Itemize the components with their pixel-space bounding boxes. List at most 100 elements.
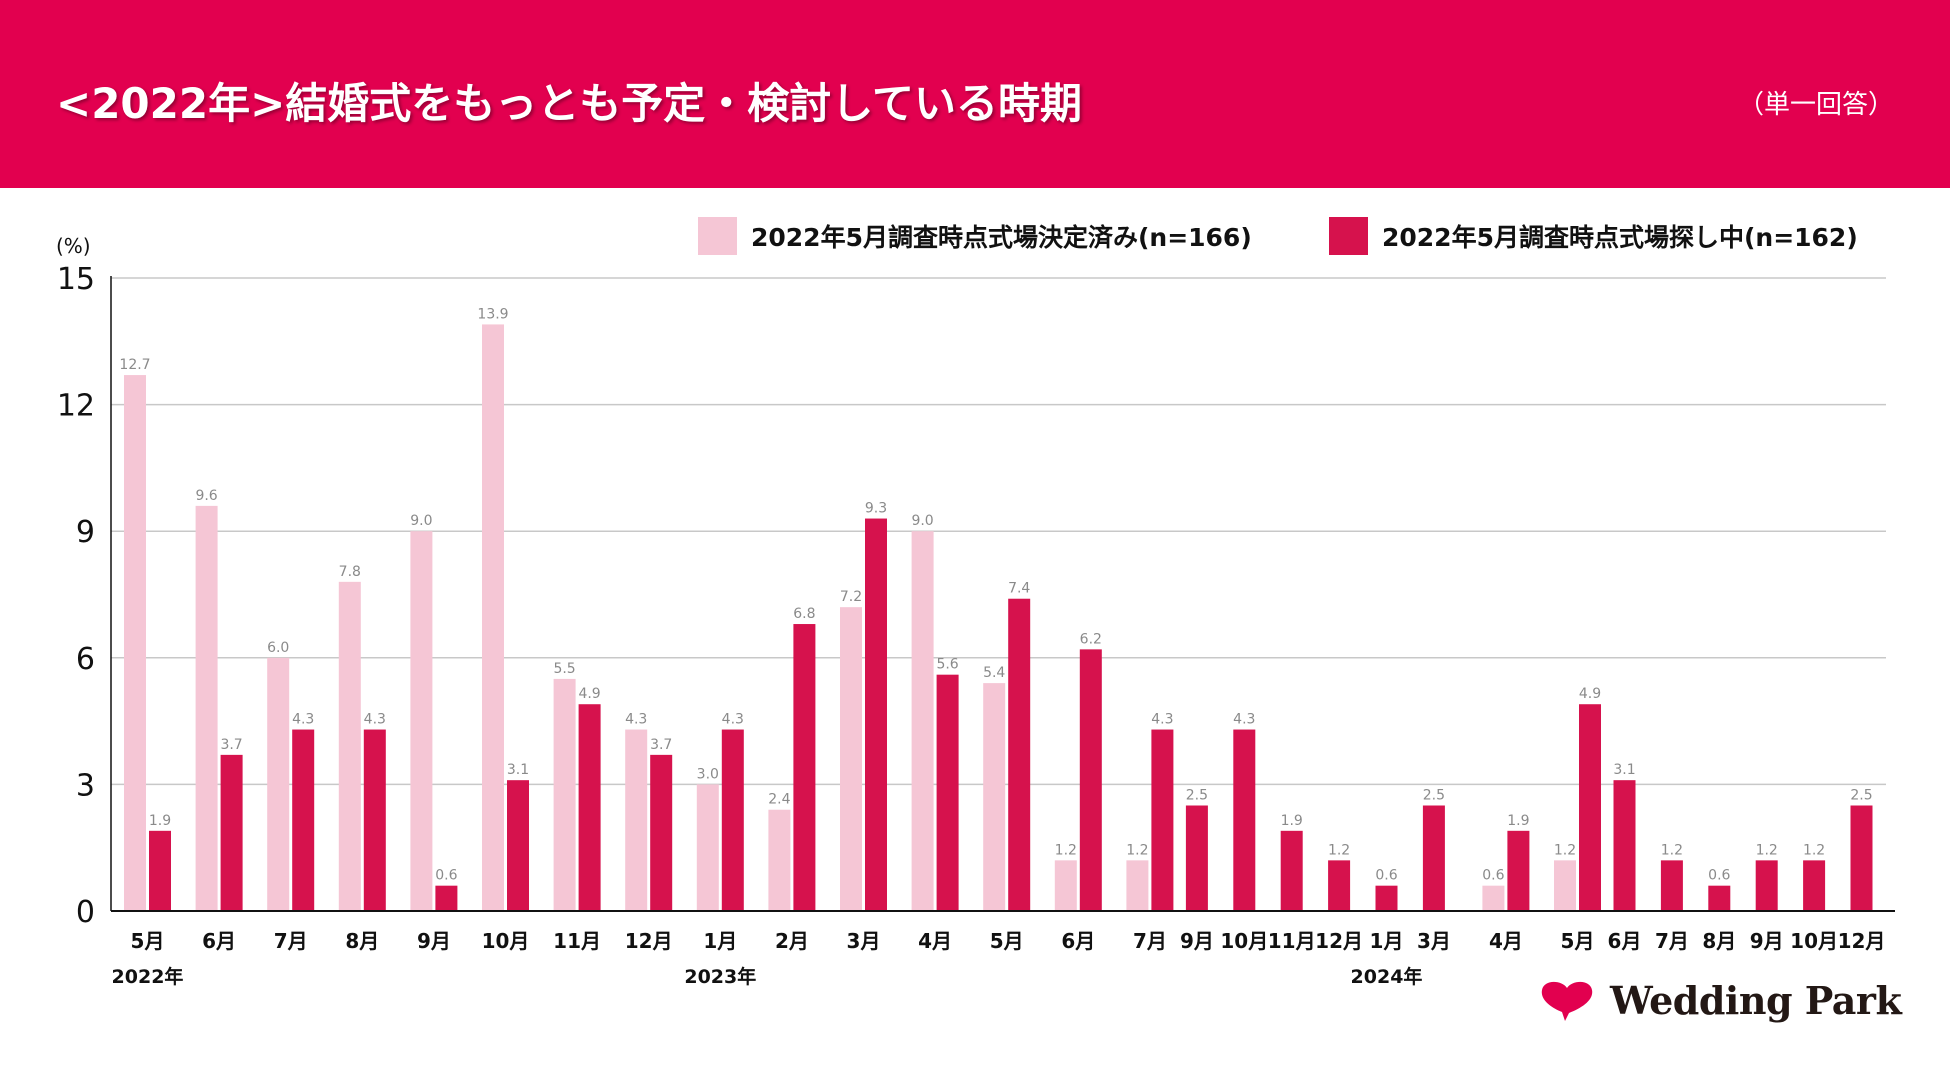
year-label: 2022年 [112,965,184,988]
data-label-searching: 1.2 [1661,842,1683,858]
x-tick-label: 4月 [1489,929,1523,953]
y-axis-unit-label: (%) [56,234,91,258]
bar-decided [1054,860,1077,911]
data-label-decided: 6.0 [267,640,289,656]
year-label: 2024年 [1351,965,1423,988]
y-tick-labels: 0 3 6 9 12 15 [57,262,95,930]
y-tick-label: 15 [57,262,95,297]
x-tick-label: 7月 [1655,929,1689,953]
data-label-decided: 9.0 [911,513,933,529]
bar-searching [1708,885,1731,911]
header-banner: <2022年>結婚式をもっとも予定・検討している時期 （単一回答） [0,0,1950,188]
data-label-decided: 7.2 [840,589,862,605]
bar-decided [768,809,791,911]
x-tick-label: 12月 [1315,929,1363,953]
legend-swatch-searching [1329,217,1368,255]
bar-searching [793,624,816,911]
data-label-searching: 2.5 [1423,788,1445,804]
x-tick-label: 9月 [417,929,451,953]
data-label-decided: 5.4 [983,665,1005,681]
x-tick-label: 5月 [131,929,165,953]
bar-searching [1507,830,1530,911]
y-tick-label: 6 [76,642,95,677]
bar-searching [220,754,243,911]
bar-searching [1803,860,1826,911]
data-label-searching: 2.5 [1186,788,1208,804]
bar-decided [625,729,648,911]
bar-decided [195,505,218,911]
data-label-decided: 3.0 [697,766,719,782]
data-label-decided: 1.2 [1126,842,1148,858]
bar-decided [840,607,862,911]
bar-searching [1079,649,1102,911]
bar-searching [435,885,458,911]
data-label-searching: 4.9 [1579,686,1601,702]
data-label-decided: 12.7 [119,357,150,373]
x-tick-label: 5月 [990,929,1024,953]
data-label-searching: 4.3 [292,712,314,728]
bar-searching [149,830,171,911]
data-label-decided: 1.2 [1055,842,1077,858]
data-label-searching: 4.3 [364,712,386,728]
legend-label-decided: 2022年5月調査時点式場決定済み(n=166) [751,223,1252,252]
data-label-decided: 0.6 [1482,868,1504,884]
brand-name: Wedding Park [1610,978,1902,1023]
x-tick-label: 7月 [274,929,308,953]
bar-searching [865,518,887,911]
bar-searching [1660,860,1683,911]
bar-searching [1008,598,1031,911]
x-tick-label: 10月 [482,929,530,953]
bar-decided [911,531,934,911]
year-labels: 2022年 2023年 2024年 [112,965,1423,988]
bar-searching [1375,885,1398,911]
data-label-searching: 5.6 [936,657,958,673]
bar-searching [1185,805,1208,911]
answer-type-note: （単一回答） [1737,90,1894,120]
bar-searching [1328,860,1351,911]
y-tick-label: 0 [76,895,95,930]
data-label-decided: 1.2 [1554,842,1576,858]
data-label-searching: 3.1 [507,762,529,778]
x-tick-label: 9月 [1180,929,1214,953]
x-tick-labels: 5月 6月 7月 8月 9月 10月 11月 12月 1月 2月 3月 4月 5月 6月 7月 9月 10月 11… [131,929,1886,953]
data-label-searching: 2.5 [1850,788,1872,804]
bar-decided [124,375,146,911]
data-label-decided: 13.9 [477,306,508,322]
x-tick-label: 1月 [1370,929,1404,953]
bar-searching [650,754,673,911]
data-label-searching: 1.9 [1507,813,1529,829]
x-tick-label: 5月 [1561,929,1595,953]
bar-decided [338,581,361,911]
data-labels: 12.7 1.9 9.6 3.7 6.0 4.3 7.8 4.3 9.0 0.6 13.9 3.1 5.… [119,306,1872,883]
bar-searching [721,729,744,911]
bar-searching [1422,805,1445,911]
bar-searching [1755,860,1778,911]
data-label-searching: 1.9 [1281,813,1303,829]
data-label-searching: 3.1 [1613,762,1635,778]
bar-decided [482,324,504,911]
data-label-searching: 0.6 [1375,868,1397,884]
bar-searching [1233,729,1256,911]
bar-searching [363,729,386,911]
bar-searching [936,674,959,911]
legend-label-searching: 2022年5月調査時点式場探し中(n=162) [1382,223,1858,252]
bar-searching [1613,780,1636,911]
x-tick-label: 11月 [553,929,601,953]
bar-searching [1151,729,1174,911]
data-label-searching: 9.3 [865,501,887,517]
bar-searching [292,729,315,911]
data-label-searching: 4.3 [1233,712,1255,728]
bar-decided [1126,860,1149,911]
data-label-decided: 2.4 [768,792,790,808]
bar-searching [578,704,601,911]
data-label-searching: 7.4 [1008,581,1030,597]
bar-searching [1850,805,1873,911]
x-tick-label: 8月 [1702,929,1736,953]
data-label-searching: 6.2 [1080,631,1102,647]
chart-title: <2022年>結婚式をもっとも予定・検討している時期 [56,79,1083,128]
heart-icon [1541,981,1593,1021]
data-label-searching: 6.8 [793,606,815,622]
bar-decided [983,683,1006,911]
bar-decided [696,784,719,911]
